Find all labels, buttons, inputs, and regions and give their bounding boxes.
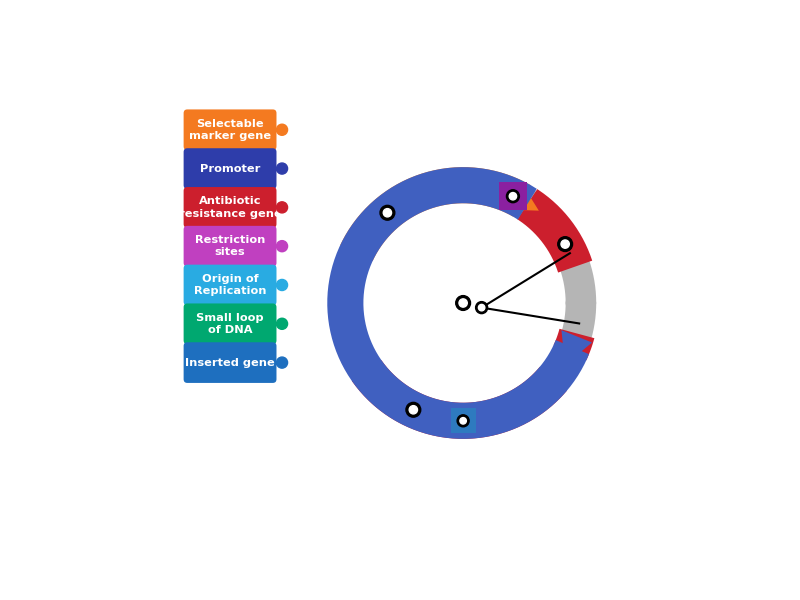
Circle shape [459,299,467,307]
FancyBboxPatch shape [184,342,277,383]
Circle shape [380,205,394,220]
FancyBboxPatch shape [184,187,277,227]
Circle shape [460,418,466,424]
Text: Promoter: Promoter [200,164,260,173]
Text: Antibiotic
resistance gene: Antibiotic resistance gene [178,196,282,218]
Circle shape [478,304,485,311]
Circle shape [506,190,519,203]
Circle shape [277,318,287,329]
FancyBboxPatch shape [184,109,277,150]
Circle shape [476,302,488,314]
Polygon shape [562,330,592,365]
Circle shape [277,241,287,252]
Polygon shape [504,181,539,211]
Circle shape [277,124,287,135]
FancyBboxPatch shape [184,226,277,266]
Circle shape [456,296,470,310]
Circle shape [277,163,287,174]
Text: Small loop
of DNA: Small loop of DNA [196,313,264,335]
Circle shape [558,237,573,251]
Text: Origin of
Replication: Origin of Replication [194,274,266,296]
Polygon shape [355,355,387,389]
Circle shape [561,240,570,248]
Text: Inserted gene: Inserted gene [185,358,275,368]
FancyBboxPatch shape [184,304,277,344]
Polygon shape [499,182,526,210]
Text: Restriction
sites: Restriction sites [195,235,266,257]
Circle shape [457,415,469,427]
Circle shape [277,280,287,290]
Circle shape [510,193,517,200]
Text: Selectable
marker gene: Selectable marker gene [189,119,271,141]
Polygon shape [450,409,476,433]
Circle shape [277,202,287,213]
Circle shape [406,403,421,417]
Circle shape [383,209,391,217]
FancyBboxPatch shape [184,148,277,189]
FancyBboxPatch shape [184,265,277,305]
Circle shape [409,406,418,414]
Circle shape [277,357,287,368]
